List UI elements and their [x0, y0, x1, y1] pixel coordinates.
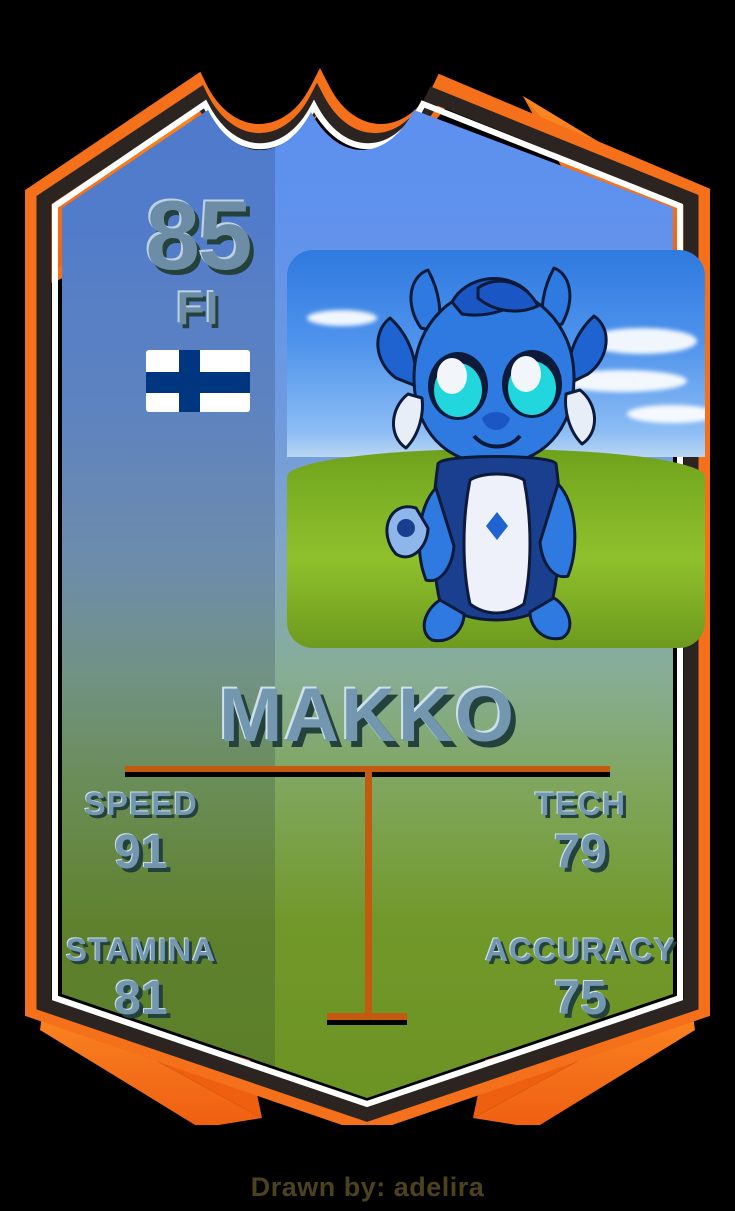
player-name: MAKKO: [218, 673, 517, 758]
finland-flag-icon: [146, 349, 250, 412]
stats-row-1: SPEED 91 TECH 79: [0, 786, 735, 880]
cloud-icon: [307, 310, 377, 326]
player-card[interactable]: 85 FI: [0, 0, 735, 1125]
stat-value: 75: [553, 972, 608, 1025]
stat-label: SPEED: [84, 786, 198, 822]
stat-value: 81: [114, 972, 168, 1025]
stat-stamina: STAMINA 81: [0, 932, 367, 1026]
flag-cross-vertical: [179, 349, 200, 412]
stat-accuracy: ACCURACY 75: [367, 932, 734, 1026]
position-label: FI: [176, 282, 220, 335]
card-content: 85 FI: [0, 180, 735, 1026]
stat-speed: SPEED 91: [0, 786, 367, 880]
stats-divider-vertical: [365, 772, 372, 1020]
cloud-icon: [557, 370, 687, 392]
stat-tech: TECH 79: [367, 786, 734, 880]
stats-divider-foot-shadow: [327, 1020, 407, 1025]
stat-label: TECH: [534, 786, 627, 822]
stats-divider-foot: [327, 1013, 407, 1020]
stats-row-2: STAMINA 81 ACCURACY 75: [0, 932, 735, 1026]
stat-label: STAMINA: [65, 932, 217, 968]
stats-divider-horizontal: [125, 766, 610, 772]
stat-value: 79: [553, 826, 608, 879]
creature-artwork: [376, 266, 608, 643]
stats-row-gap: [0, 880, 735, 932]
stat-value: 91: [114, 826, 168, 879]
rating-block: 85 FI: [118, 180, 278, 412]
cloud-icon: [627, 405, 705, 423]
stats-grid: SPEED 91 TECH 79 STAMINA 81 ACCURAC: [0, 786, 735, 1026]
player-portrait[interactable]: [287, 250, 705, 648]
overall-rating: 85: [145, 180, 252, 290]
stat-label: ACCURACY: [484, 932, 677, 968]
artist-credit: Drawn by: adelira: [250, 1172, 485, 1202]
